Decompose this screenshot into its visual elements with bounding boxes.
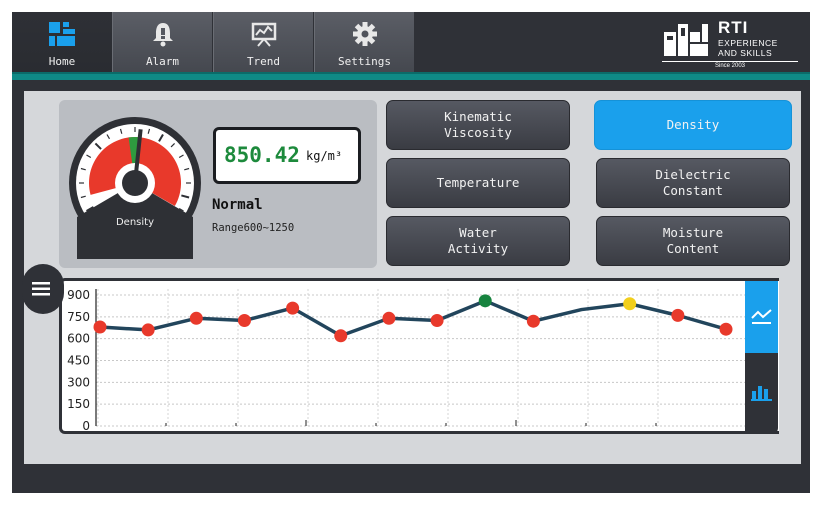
chart-y-tick-label: 900: [67, 288, 90, 302]
chart-point[interactable]: [430, 313, 444, 327]
param-dielectric-constant-label: Dielectric Constant: [655, 167, 731, 198]
nav-home-button[interactable]: Home: [12, 12, 112, 72]
gauge-ticks: [79, 127, 191, 239]
density-value-box: 850.42 kg/m³: [213, 127, 361, 184]
gauge-tick: [86, 154, 92, 159]
chart-series-line: [99, 299, 727, 338]
bar-chart-mode-button[interactable]: [745, 356, 778, 428]
chart-y-tick-label: 450: [67, 354, 90, 368]
line-chart-mode-button[interactable]: [745, 281, 778, 353]
chart-y-ticks: 0 150 300 450 600 750 900: [67, 288, 90, 433]
chart-point[interactable]: [93, 320, 107, 334]
chart-mode-sidebar: [745, 278, 778, 434]
nav-trend-label: Trend: [246, 55, 281, 68]
gauge-label: Density: [116, 217, 154, 228]
logo-line3: AND SKILLS: [718, 48, 773, 58]
bar-chart-icon: [751, 386, 772, 401]
chart-point[interactable]: [526, 314, 540, 328]
density-trend-chart: 0 150 300 450 600 750 900: [67, 288, 746, 433]
gauge-tick: [86, 206, 94, 212]
gauge-tick: [147, 128, 151, 134]
param-kinematic-viscosity-label: Kinematic Viscosity: [444, 109, 512, 140]
chart-point[interactable]: [334, 329, 348, 343]
param-moisture-content-button[interactable]: Moisture Content: [596, 216, 790, 266]
teal-accent-bar: [12, 72, 810, 80]
chart-points: [93, 294, 733, 343]
param-moisture-content-label: Moisture Content: [662, 225, 724, 256]
param-dielectric-constant-button[interactable]: Dielectric Constant: [596, 158, 790, 208]
param-density-label: Density: [666, 117, 720, 132]
density-gauge: Density: [69, 117, 201, 259]
trend-chart-panel: 0 150 300 450 600 750 900: [59, 278, 779, 434]
chart-y-tick-label: 600: [67, 332, 90, 346]
chart-point[interactable]: [719, 322, 733, 336]
gauge-tick: [94, 142, 102, 150]
chart-point[interactable]: [623, 297, 637, 311]
gauge-tick: [80, 167, 86, 171]
gauge-tick: [181, 194, 190, 199]
chart-point[interactable]: [286, 301, 300, 315]
chart-point[interactable]: [189, 311, 203, 325]
chart-x-ticks: [95, 289, 657, 426]
chart-point[interactable]: [478, 294, 492, 308]
gauge-tick: [178, 154, 184, 159]
logo-since: Since 2003: [662, 61, 798, 69]
gauge-tick: [80, 195, 86, 199]
hamburger-icon: [32, 282, 50, 296]
nav-alarm-label: Alarm: [145, 55, 180, 68]
density-status: Normal: [212, 197, 263, 213]
param-water-activity-label: Water Activity: [447, 225, 509, 256]
chart-y-tick-label: 150: [67, 397, 90, 411]
gauge-tick: [119, 128, 123, 134]
gauge-tick: [106, 134, 111, 140]
chart-y-tick-label: 0: [82, 419, 90, 431]
density-gauge-panel: Density 850.42 kg/m³ Normal Range600~125…: [59, 100, 377, 268]
main-content: Density 850.42 kg/m³ Normal Range600~125…: [24, 91, 801, 464]
gauge-needle: [133, 129, 143, 184]
nav-settings-label: Settings: [338, 55, 391, 68]
chart-point[interactable]: [382, 311, 396, 325]
gauge-tick: [184, 167, 190, 171]
param-kinematic-viscosity-button[interactable]: Kinematic Viscosity: [386, 100, 570, 150]
gauge-tick: [158, 134, 164, 142]
bell-icon: [153, 23, 173, 47]
density-unit: kg/m³: [306, 149, 343, 163]
chart-y-tick-label: 750: [67, 310, 90, 324]
top-nav: Home Alarm Trend: [12, 12, 810, 72]
app-frame: Home Alarm Trend: [12, 12, 810, 493]
nav-alarm-button[interactable]: Alarm: [112, 12, 212, 72]
param-temperature-label: Temperature: [436, 175, 520, 190]
nav-settings-button[interactable]: Settings: [314, 12, 414, 72]
nav-trend-button[interactable]: Trend: [213, 12, 313, 72]
gear-icon: [353, 22, 377, 46]
param-density-button[interactable]: Density: [594, 100, 792, 150]
chart-y-tick-label: 300: [67, 375, 90, 389]
gauge-tick: [170, 142, 176, 148]
logo-brand: RTI: [718, 18, 749, 37]
density-range: Range600~1250: [212, 222, 295, 234]
chart-point[interactable]: [237, 313, 251, 327]
density-value: 850.42: [224, 143, 300, 167]
line-chart-icon: [751, 309, 772, 324]
param-temperature-button[interactable]: Temperature: [386, 158, 570, 208]
nav-home-label: Home: [48, 55, 76, 68]
home-grid-icon: [49, 22, 75, 46]
gauge-tick: [178, 207, 184, 212]
chart-grid: [96, 289, 746, 427]
param-water-activity-button[interactable]: Water Activity: [386, 216, 570, 266]
logo-line2: EXPERIENCE: [718, 38, 778, 48]
trend-board-icon: [251, 22, 277, 47]
rti-logo-mark: [664, 24, 708, 56]
gauge-red-zone: [89, 137, 181, 206]
chart-point[interactable]: [671, 308, 685, 322]
rti-logo: RTI EXPERIENCE AND SKILLS Since 2003: [662, 16, 802, 70]
side-menu-button[interactable]: [22, 264, 64, 314]
chart-point[interactable]: [141, 323, 155, 337]
